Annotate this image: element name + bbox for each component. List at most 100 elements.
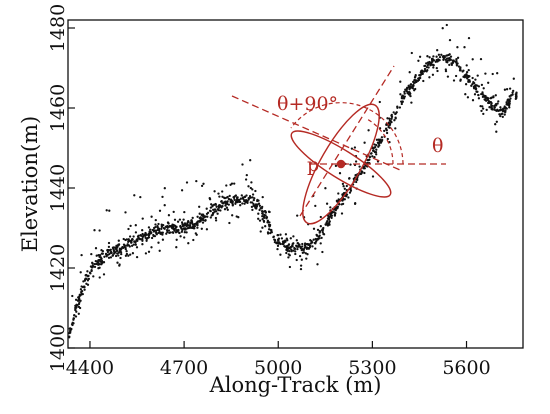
data-point [394, 112, 397, 116]
data-point [175, 246, 178, 249]
data-point [183, 236, 186, 239]
data-point [333, 213, 337, 216]
data-point [451, 61, 455, 65]
data-point [499, 114, 502, 118]
data-point [436, 49, 439, 52]
data-point [300, 258, 303, 261]
data-point [260, 209, 264, 213]
data-point [426, 55, 429, 58]
data-point [471, 58, 474, 61]
data-point [272, 235, 275, 238]
data-point [217, 192, 220, 195]
data-point [73, 314, 76, 317]
x-tick-label: 5000 [254, 357, 302, 379]
data-point [336, 207, 339, 210]
data-point [109, 256, 113, 259]
data-point [123, 244, 127, 247]
data-point [115, 246, 119, 249]
data-point [373, 143, 376, 146]
data-point [294, 252, 297, 256]
data-point [287, 256, 290, 259]
data-point [302, 251, 306, 254]
data-point [479, 57, 483, 61]
data-point [503, 88, 507, 91]
data-point [481, 105, 484, 108]
data-point [172, 227, 175, 230]
data-point [230, 182, 234, 185]
data-point [122, 237, 125, 241]
data-point [467, 36, 471, 40]
data-point [316, 238, 319, 241]
data-point [253, 197, 256, 200]
data-point [209, 206, 213, 209]
data-point [444, 68, 447, 71]
data-point [115, 249, 118, 252]
data-point [480, 109, 483, 113]
data-point [345, 184, 348, 188]
data-point [279, 253, 282, 256]
data-point [77, 298, 81, 301]
data-point [198, 205, 201, 208]
data-point [504, 109, 507, 113]
data-point [91, 261, 94, 264]
data-point [316, 228, 320, 232]
data-point [199, 216, 202, 219]
data-point [252, 198, 255, 202]
data-point [258, 208, 261, 212]
data-point [111, 246, 115, 249]
data-point [378, 141, 381, 144]
data-point [75, 303, 78, 306]
data-point [187, 242, 190, 245]
data-point [512, 89, 515, 93]
data-point [83, 278, 87, 281]
data-point [385, 123, 388, 127]
data-point [91, 264, 94, 267]
data-point [180, 189, 184, 192]
data-point [378, 144, 381, 147]
data-point [297, 244, 300, 248]
data-point [314, 237, 317, 241]
data-point [102, 261, 106, 264]
data-point [109, 248, 112, 251]
data-point [476, 74, 479, 77]
data-point [174, 231, 178, 234]
data-point [405, 88, 408, 92]
data-point [216, 212, 219, 215]
data-point [394, 117, 397, 120]
data-point [259, 230, 262, 233]
data-point [189, 226, 192, 229]
data-point [289, 237, 292, 240]
data-point [410, 51, 413, 55]
data-point [257, 212, 260, 215]
data-point [420, 69, 424, 72]
data-point [117, 239, 120, 242]
data-point [87, 277, 91, 281]
data-point [390, 114, 393, 117]
data-point [90, 269, 93, 273]
data-point [69, 327, 72, 330]
minor-ellipse [290, 130, 392, 198]
y-tick-label: 1480 [47, 4, 69, 52]
data-point [483, 94, 486, 97]
data-point [72, 318, 75, 321]
data-point [476, 84, 479, 87]
data-point [374, 150, 378, 154]
data-point [68, 335, 71, 338]
data-point [455, 64, 459, 67]
data-point [194, 232, 197, 235]
data-point [105, 209, 108, 212]
data-point [187, 226, 190, 230]
data-point [157, 227, 160, 230]
data-point [447, 57, 450, 60]
data-point [241, 202, 244, 205]
data-point [367, 158, 370, 162]
data-point [448, 38, 452, 42]
data-point [284, 233, 288, 236]
data-point [258, 219, 262, 222]
data-point [321, 228, 325, 232]
data-point [375, 144, 378, 147]
data-point [147, 250, 151, 253]
data-point [114, 254, 118, 258]
data-point [512, 77, 515, 80]
data-point [106, 248, 109, 252]
